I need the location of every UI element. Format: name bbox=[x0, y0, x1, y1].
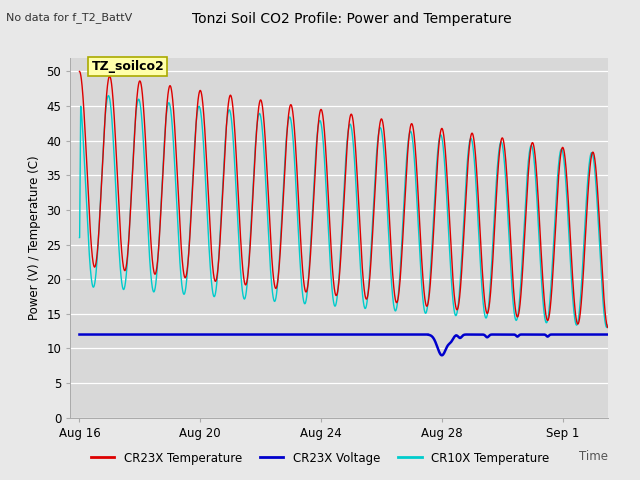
Text: Time: Time bbox=[579, 450, 608, 463]
Y-axis label: Power (V) / Temperature (C): Power (V) / Temperature (C) bbox=[28, 156, 41, 320]
Text: Tonzi Soil CO2 Profile: Power and Temperature: Tonzi Soil CO2 Profile: Power and Temper… bbox=[192, 12, 512, 26]
Text: TZ_soilco2: TZ_soilco2 bbox=[92, 60, 164, 73]
Legend: CR23X Temperature, CR23X Voltage, CR10X Temperature: CR23X Temperature, CR23X Voltage, CR10X … bbox=[86, 447, 554, 469]
Text: No data for f_T2_BattV: No data for f_T2_BattV bbox=[6, 12, 132, 23]
